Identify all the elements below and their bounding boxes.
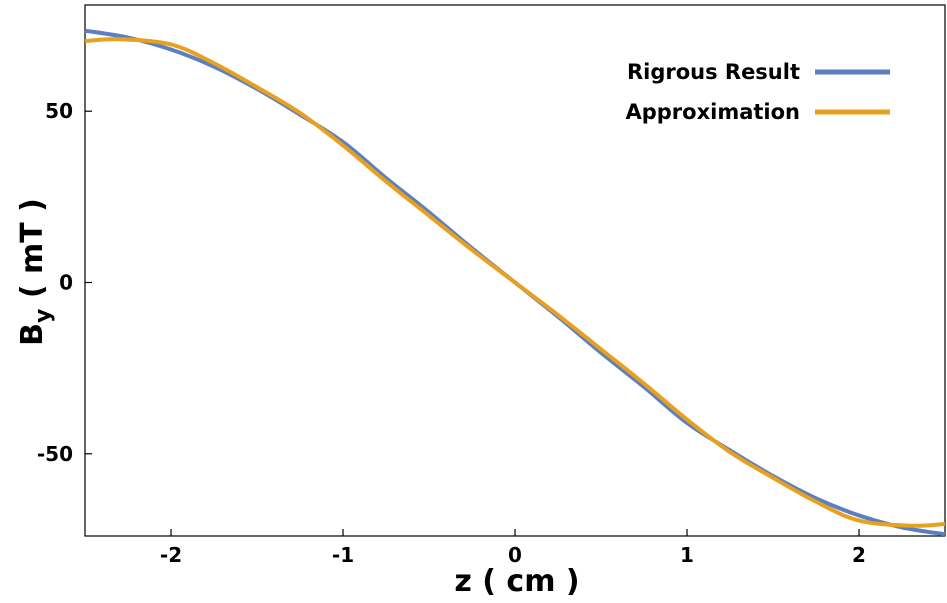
x-tick-label: -2	[160, 543, 182, 567]
x-axis-title: z ( cm )	[454, 564, 579, 599]
axis-ticks: -2 -1 0 1 2 -50 0 50	[37, 99, 866, 567]
y-axis-title-base: B	[15, 323, 50, 346]
y-tick-label: -50	[37, 442, 73, 466]
legend-label-rigrous-result: Rigrous Result	[627, 60, 800, 84]
y-tick-label: 50	[45, 99, 73, 123]
x-tick-label: 2	[852, 543, 866, 567]
x-tick-label: 1	[680, 543, 694, 567]
y-tick-label: 0	[59, 270, 73, 294]
legend: Rigrous Result Approximation	[625, 60, 890, 124]
y-axis-title-sub: y	[31, 309, 56, 323]
plot-frame	[84, 4, 946, 537]
series-lines	[84, 28, 946, 537]
x-tick-label: 0	[508, 543, 522, 567]
legend-label-approximation: Approximation	[625, 100, 800, 124]
series-line-approximation	[84, 37, 946, 528]
y-axis-title: By ( mT )	[15, 198, 56, 346]
x-tick-label: -1	[332, 543, 354, 567]
y-axis-title-rest: ( mT )	[15, 198, 50, 308]
